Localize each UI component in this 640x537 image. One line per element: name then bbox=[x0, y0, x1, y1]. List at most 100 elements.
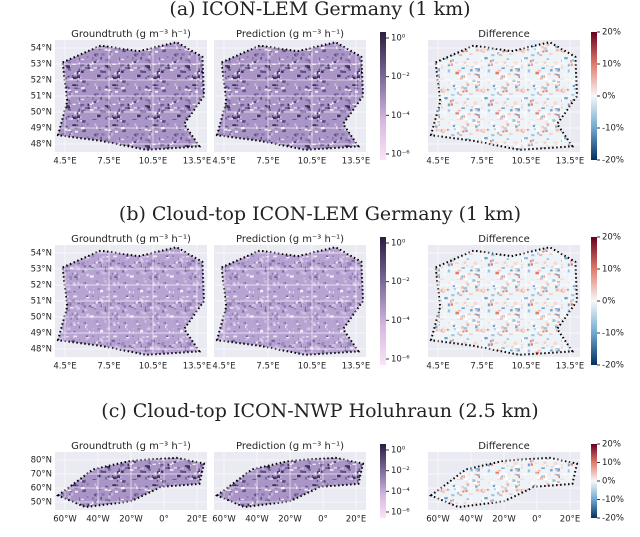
colorbar-tick-label: 10⁰ bbox=[391, 446, 406, 456]
x-tick-label: 20°W bbox=[278, 515, 302, 525]
x-tick-label: 13.5°E bbox=[556, 157, 585, 167]
x-tick-label: 4.5°E bbox=[426, 157, 449, 167]
x-tick-label: 10.5°E bbox=[298, 362, 327, 372]
y-tick-label: 54°N bbox=[31, 44, 52, 54]
x-tick-label: 10.5°E bbox=[512, 362, 541, 372]
y-tick-label: 51°N bbox=[31, 297, 52, 307]
colorbar-tick-label: -10% bbox=[602, 124, 624, 134]
x-tick-label: 7.5°E bbox=[470, 362, 493, 372]
colorbar-tick-label: 10⁻² bbox=[391, 72, 410, 82]
y-tick-label: 50°N bbox=[31, 498, 52, 508]
row-title: (c) Cloud-top ICON-NWP Holuhraun (2.5 km… bbox=[101, 400, 538, 422]
colorbar bbox=[591, 237, 597, 365]
x-tick-label: 60°W bbox=[212, 515, 236, 525]
x-tick-label: 60°W bbox=[53, 515, 77, 525]
colorbar-tick-label: 20% bbox=[602, 233, 621, 243]
x-tick-label: 60°W bbox=[426, 515, 450, 525]
x-tick-label: 40°W bbox=[86, 515, 110, 525]
panel-title: Difference bbox=[478, 441, 530, 452]
x-tick-label: 7.5°E bbox=[97, 157, 120, 167]
panel-title: Prediction (g m⁻³ h⁻¹) bbox=[236, 234, 344, 245]
colorbar-tick-label: 10% bbox=[602, 60, 621, 70]
x-tick-label: 13.5°E bbox=[342, 362, 371, 372]
x-tick-label: 40°W bbox=[459, 515, 483, 525]
x-tick-label: 0° bbox=[318, 515, 328, 525]
y-tick-label: 52°N bbox=[31, 281, 52, 291]
colorbar bbox=[380, 444, 386, 518]
colorbar-tick-label: 10% bbox=[602, 458, 621, 468]
colorbar-tick-label: 10⁻⁴ bbox=[391, 316, 410, 326]
x-tick-label: 7.5°E bbox=[256, 157, 279, 167]
x-tick-label: 20°W bbox=[492, 515, 516, 525]
colorbar-tick-label: 0% bbox=[602, 297, 616, 307]
panel-title: Difference bbox=[478, 29, 530, 40]
y-tick-label: 53°N bbox=[31, 265, 52, 275]
y-tick-label: 48°N bbox=[31, 345, 52, 355]
row-title: (b) Cloud-top ICON-LEM Germany (1 km) bbox=[119, 203, 521, 225]
y-tick-label: 48°N bbox=[31, 140, 52, 150]
colorbar-tick-label: 10⁻² bbox=[391, 277, 410, 287]
x-tick-label: 4.5°E bbox=[53, 157, 76, 167]
colorbar bbox=[591, 32, 597, 160]
y-tick-label: 50°N bbox=[31, 108, 52, 118]
colorbar-tick-label: 10⁻² bbox=[391, 466, 410, 476]
y-tick-label: 49°N bbox=[31, 329, 52, 339]
y-tick-label: 60°N bbox=[31, 484, 52, 494]
x-tick-label: 20°E bbox=[187, 515, 207, 525]
colorbar-tick-label: 10⁻⁶ bbox=[391, 508, 410, 518]
colorbar-tick-label: 0% bbox=[602, 477, 616, 487]
row-title: (a) ICON-LEM Germany (1 km) bbox=[169, 0, 470, 20]
x-tick-label: 7.5°E bbox=[97, 362, 120, 372]
colorbar-tick-label: -10% bbox=[602, 495, 624, 505]
panel-title: Difference bbox=[478, 234, 530, 245]
colorbar-tick-label: 20% bbox=[602, 440, 621, 450]
x-tick-label: 20°W bbox=[119, 515, 143, 525]
colorbar-tick-label: 10⁻⁴ bbox=[391, 111, 410, 121]
panel-title: Groundtruth (g m⁻³ h⁻¹) bbox=[71, 441, 191, 452]
panel-title: Groundtruth (g m⁻³ h⁻¹) bbox=[71, 234, 191, 245]
colorbar-tick-label: 0% bbox=[602, 92, 616, 102]
x-tick-label: 10.5°E bbox=[512, 157, 541, 167]
colorbar-tick-label: -20% bbox=[602, 156, 624, 166]
colorbar-tick-label: 10⁻⁶ bbox=[391, 355, 410, 365]
panel-title: Prediction (g m⁻³ h⁻¹) bbox=[236, 29, 344, 40]
x-tick-label: 4.5°E bbox=[426, 362, 449, 372]
x-tick-label: 20°E bbox=[346, 515, 366, 525]
x-tick-label: 0° bbox=[159, 515, 169, 525]
y-tick-label: 49°N bbox=[31, 124, 52, 134]
y-tick-label: 51°N bbox=[31, 92, 52, 102]
x-tick-label: 13.5°E bbox=[342, 157, 371, 167]
x-tick-label: 7.5°E bbox=[256, 362, 279, 372]
y-tick-label: 52°N bbox=[31, 76, 52, 86]
colorbar-tick-label: 10⁻⁴ bbox=[391, 487, 410, 497]
x-tick-label: 13.5°E bbox=[183, 362, 212, 372]
x-tick-label: 13.5°E bbox=[183, 157, 212, 167]
y-tick-label: 80°N bbox=[31, 456, 52, 466]
x-tick-label: 0° bbox=[532, 515, 542, 525]
x-tick-label: 10.5°E bbox=[298, 157, 327, 167]
y-tick-label: 70°N bbox=[31, 470, 52, 480]
y-tick-label: 54°N bbox=[31, 249, 52, 259]
x-tick-label: 10.5°E bbox=[139, 362, 168, 372]
colorbar-tick-label: -20% bbox=[602, 361, 624, 371]
x-tick-label: 4.5°E bbox=[212, 362, 235, 372]
figure: (a) ICON-LEM Germany (1 km) Groundtruth (… bbox=[0, 0, 640, 537]
x-tick-label: 4.5°E bbox=[212, 157, 235, 167]
colorbar bbox=[591, 444, 597, 518]
panel-title: Groundtruth (g m⁻³ h⁻¹) bbox=[71, 29, 191, 40]
colorbar-tick-label: 10% bbox=[602, 265, 621, 275]
x-tick-label: 7.5°E bbox=[470, 157, 493, 167]
colorbar-tick-label: 10⁻⁶ bbox=[391, 150, 410, 160]
panel-title: Prediction (g m⁻³ h⁻¹) bbox=[236, 441, 344, 452]
x-tick-label: 20°E bbox=[560, 515, 580, 525]
x-tick-label: 4.5°E bbox=[53, 362, 76, 372]
y-tick-label: 53°N bbox=[31, 60, 52, 70]
x-tick-label: 13.5°E bbox=[556, 362, 585, 372]
colorbar bbox=[380, 32, 386, 160]
colorbar-tick-label: -20% bbox=[602, 514, 624, 524]
colorbar-tick-label: -10% bbox=[602, 329, 624, 339]
x-tick-label: 10.5°E bbox=[139, 157, 168, 167]
colorbar-tick-label: 20% bbox=[602, 28, 621, 38]
colorbar bbox=[380, 237, 386, 365]
colorbar-tick-label: 10⁰ bbox=[391, 34, 406, 44]
